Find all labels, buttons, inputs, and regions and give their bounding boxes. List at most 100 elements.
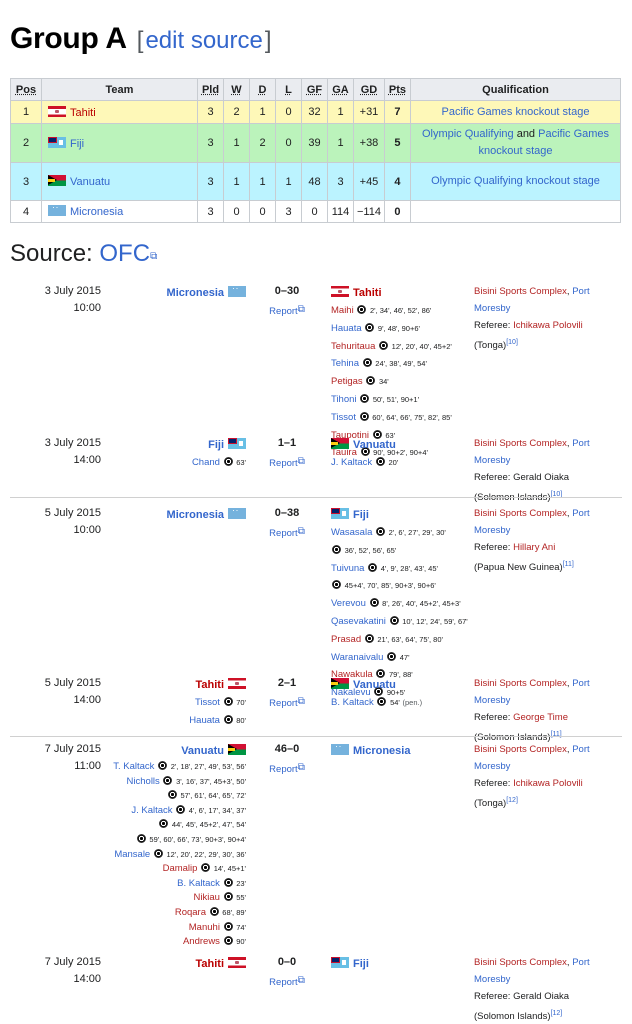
referee-link[interactable]: George Time — [513, 712, 568, 723]
team-link[interactable]: Tahiti — [70, 106, 96, 119]
player-link[interactable]: Verevou — [331, 598, 366, 610]
player-link[interactable]: Damalip — [162, 863, 198, 875]
venue-link[interactable]: Bisini Sports Complex — [474, 957, 567, 968]
city-link[interactable]: Port — [572, 286, 590, 297]
venue-link[interactable]: Bisini Sports Complex — [474, 744, 567, 755]
city-link[interactable]: Moresby — [474, 974, 511, 985]
player-link[interactable]: Qasevakatini — [331, 615, 386, 627]
player-link[interactable]: Nawakula — [331, 669, 373, 681]
city-link[interactable]: Moresby — [474, 695, 511, 706]
col-d[interactable]: D — [249, 78, 276, 101]
player-link[interactable]: Tehina — [331, 358, 359, 370]
home-team-link[interactable]: Vanuatu — [181, 745, 224, 757]
venue-link[interactable]: Bisini Sports Complex — [474, 438, 567, 449]
player-link[interactable]: Manuhi — [188, 921, 220, 933]
player-link[interactable]: Chand — [191, 457, 220, 468]
away-team-link[interactable]: Vanuatu — [353, 439, 396, 451]
player-link[interactable]: Hauata — [331, 322, 362, 334]
citation-link[interactable]: [12] — [506, 797, 518, 804]
venue-link[interactable]: Bisini Sports Complex — [474, 678, 567, 689]
referee-link[interactable]: Ichikawa Polovili — [513, 778, 583, 789]
player-link[interactable]: J. Kaltack — [131, 804, 173, 816]
away-team-link[interactable]: Fiji — [353, 958, 369, 970]
citation-link[interactable]: [10] — [506, 339, 518, 346]
edit-source-link[interactable]: edit source — [145, 27, 263, 54]
player-link[interactable]: Tissot — [331, 411, 356, 423]
home-team-link[interactable]: Tahiti — [195, 679, 224, 691]
report-link[interactable]: Report⧉ — [269, 304, 305, 317]
away-team-link[interactable]: Vanuatu — [353, 679, 396, 691]
col-w[interactable]: W — [223, 78, 250, 101]
player-link[interactable]: Nakalevu — [331, 687, 371, 699]
citation-link[interactable]: [11] — [550, 731, 562, 738]
report-link[interactable]: Report⧉ — [269, 456, 305, 469]
referee-link[interactable]: Ichikawa Polovili — [513, 320, 583, 331]
col-gd[interactable]: GD — [353, 78, 385, 101]
goal-minutes: 2', 6', 27', 29', 30' — [388, 528, 446, 537]
team-link[interactable]: Micronesia — [70, 206, 124, 218]
col-pos[interactable]: Pos — [10, 78, 42, 101]
player-link[interactable]: Tuivuna — [331, 562, 365, 574]
city-link[interactable]: Port — [572, 508, 590, 519]
player-link[interactable]: J. Kaltack — [331, 457, 373, 468]
city-link[interactable]: Port — [572, 957, 590, 968]
player-link[interactable]: Tehuritaua — [331, 340, 376, 352]
qualification-link[interactable]: Olympic Qualifying — [421, 128, 514, 140]
ofc-source-link[interactable]: OFC — [99, 240, 151, 267]
away-team-link[interactable]: Tahiti — [353, 287, 382, 299]
player-link[interactable]: Tauira — [331, 447, 357, 459]
player-link[interactable]: Mansale — [114, 848, 151, 860]
qualification-link[interactable]: Olympic Qualifying knockout stage — [431, 175, 600, 187]
col-l[interactable]: L — [275, 78, 302, 101]
player-link[interactable]: Andrews — [182, 936, 220, 948]
city-link[interactable]: Moresby — [474, 303, 511, 314]
player-link[interactable]: Wasasala — [331, 527, 373, 538]
report-link[interactable]: Report⧉ — [269, 975, 305, 988]
report-link[interactable]: Report⧉ — [269, 526, 305, 539]
city-link[interactable]: Moresby — [474, 455, 511, 466]
report-link[interactable]: Report⧉ — [269, 762, 305, 775]
referee-link[interactable]: Hillary Ani — [513, 542, 556, 553]
city-link[interactable]: Port — [572, 438, 590, 449]
player-link[interactable]: Nicholls — [126, 775, 160, 787]
player-link[interactable]: Tihoni — [331, 393, 357, 405]
city-link[interactable]: Moresby — [474, 525, 511, 536]
player-link[interactable]: Nikiau — [193, 892, 220, 904]
scorer: Roqara 68', 89' — [90, 906, 246, 921]
col-pts[interactable]: Pts — [383, 78, 411, 101]
report-link[interactable]: Report⧉ — [269, 696, 305, 709]
player-link[interactable]: Taupotini — [331, 429, 370, 441]
qualification-link[interactable]: Pacific Games knockout stage — [441, 105, 590, 118]
referee-label: Referee: Gerald Oiaka — [474, 472, 570, 483]
col-gf[interactable]: GF — [301, 78, 328, 101]
city-link[interactable]: Port — [572, 744, 590, 755]
player-link[interactable]: Petigas — [331, 376, 363, 388]
player-link[interactable]: T. Kaltack — [113, 761, 155, 772]
player-link[interactable]: B. Kaltack — [331, 697, 374, 708]
away-team-link[interactable]: Fiji — [353, 509, 369, 521]
citation-link[interactable]: [10] — [550, 491, 563, 498]
player-link[interactable]: Tissot — [194, 697, 220, 708]
col-ga[interactable]: GA — [327, 78, 354, 101]
city-link[interactable]: Port — [572, 678, 590, 689]
player-link[interactable]: Hauata — [189, 714, 220, 726]
home-team-link[interactable]: Tahiti — [195, 958, 224, 970]
player-link[interactable]: Waranaivalu — [331, 651, 384, 663]
away-team-link[interactable]: Micronesia — [353, 745, 411, 757]
qualification-link[interactable]: Pacific Games knockout stage — [478, 128, 610, 157]
player-link[interactable]: Prasad — [331, 633, 362, 645]
player-link[interactable]: Roqara — [174, 906, 206, 918]
team-link[interactable]: Fiji — [70, 137, 85, 150]
venue-link[interactable]: Bisini Sports Complex — [474, 508, 567, 519]
home-team-link[interactable]: Micronesia — [166, 509, 224, 521]
col-pld[interactable]: Pld — [197, 78, 224, 101]
home-team-link[interactable]: Fiji — [208, 439, 224, 451]
team-link[interactable]: Vanuatu — [70, 176, 111, 188]
citation-link[interactable]: [12] — [550, 1010, 563, 1017]
home-team-link[interactable]: Micronesia — [166, 287, 224, 299]
player-link[interactable]: B. Kaltack — [177, 877, 220, 889]
city-link[interactable]: Moresby — [474, 761, 511, 772]
venue-link[interactable]: Bisini Sports Complex — [474, 286, 567, 297]
player-link[interactable]: Maihi — [331, 305, 354, 316]
citation-link[interactable]: [11] — [562, 561, 574, 568]
